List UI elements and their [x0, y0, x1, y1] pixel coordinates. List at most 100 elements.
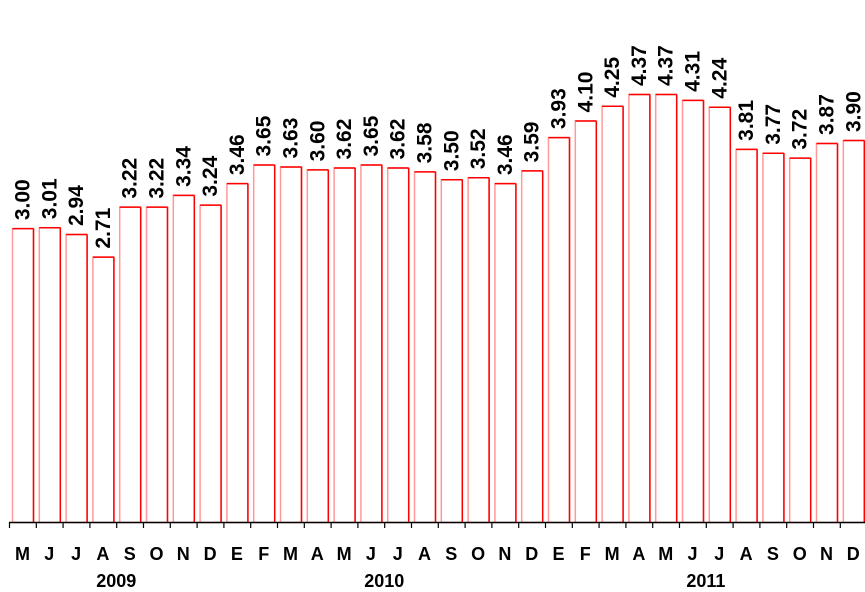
bar-value-label: 3.60 — [306, 121, 329, 162]
year-label: 2010 — [364, 571, 404, 591]
bar — [842, 139, 865, 524]
bar-outline — [11, 227, 35, 524]
bar-outline — [735, 148, 758, 524]
month-tick-label: J — [393, 544, 403, 564]
bar-outline — [654, 93, 678, 524]
month-tick-label: M — [15, 544, 30, 564]
bar-outline — [842, 139, 865, 524]
month-tick-label: F — [258, 544, 269, 564]
month-tick-label: A — [632, 544, 645, 564]
bar-value-label: 3.62 — [333, 119, 356, 160]
bar-outline — [520, 170, 544, 524]
bar-value-label: 3.59 — [521, 122, 544, 163]
bar-outline — [386, 167, 410, 524]
month-tick-label: A — [418, 544, 431, 564]
bar — [440, 178, 464, 524]
month-tick-label: E — [552, 544, 564, 564]
month-tick-label: D — [525, 544, 538, 564]
bar-outline — [333, 167, 356, 524]
bar-outline — [762, 152, 785, 524]
bar — [413, 171, 437, 524]
month-tick-label: E — [231, 544, 243, 564]
bar-value-label: 3.50 — [440, 130, 463, 171]
month-tick-label: A — [740, 544, 753, 564]
bar — [279, 166, 303, 524]
bar-outline — [92, 256, 115, 524]
month-tick-label: A — [96, 544, 109, 564]
bar-outline — [440, 178, 464, 524]
month-tick-label: S — [124, 544, 136, 564]
bar-value-label: 3.52 — [467, 128, 490, 169]
bar-value-label: 3.63 — [280, 118, 303, 159]
year-label: 2009 — [96, 571, 136, 591]
value-labels-layer: 3.00 3.01 2.942.713.22 3.22 3.34 3.243.46 3.65… — [12, 45, 865, 248]
month-tick-label: J — [366, 544, 376, 564]
month-tick-label: M — [605, 544, 620, 564]
bar-outline — [467, 176, 490, 524]
year-labels-layer: 2009 2010 2011 — [96, 571, 725, 591]
month-tick-label: N — [498, 544, 511, 564]
bar — [65, 233, 88, 524]
month-tick-label: D — [204, 544, 217, 564]
bar-outline — [172, 194, 196, 524]
month-tick-label: M — [283, 544, 298, 564]
bar-outline — [118, 206, 142, 524]
bar — [226, 182, 249, 524]
bar-outline — [306, 169, 330, 524]
bar — [199, 204, 222, 524]
bar-value-label: 4.25 — [601, 57, 624, 98]
bar-outline — [360, 164, 383, 524]
bar — [788, 157, 812, 524]
bar — [654, 93, 678, 524]
month-tick-label: O — [471, 544, 485, 564]
bar — [38, 226, 62, 524]
bar-outline — [252, 164, 276, 524]
bar — [386, 167, 410, 524]
month-tick-label: D — [847, 544, 860, 564]
bar — [145, 206, 169, 524]
month-tick-label: O — [793, 544, 807, 564]
bar-value-label: 3.81 — [735, 100, 758, 141]
bar-value-label: 3.65 — [360, 115, 383, 156]
bar — [601, 105, 624, 524]
bar-value-label: 3.22 — [146, 158, 169, 199]
bar-value-label: 3.62 — [387, 119, 410, 160]
bar-value-label: 4.31 — [682, 51, 705, 92]
bar-value-label: 3.22 — [119, 158, 142, 199]
bar-value-label: 3.01 — [38, 178, 61, 219]
bar-outline — [815, 142, 839, 524]
bar-outline — [574, 120, 598, 524]
bar-outline — [681, 99, 705, 524]
bar-value-label: 3.77 — [762, 104, 785, 145]
bar — [172, 194, 196, 524]
bar — [681, 99, 705, 524]
bar — [118, 206, 142, 524]
bar-value-label: 3.46 — [494, 134, 517, 175]
month-tick-label: N — [820, 544, 833, 564]
bar-value-label: 3.58 — [414, 122, 437, 163]
bar — [628, 93, 651, 524]
bar-value-label: 2.94 — [65, 185, 88, 226]
bar-value-label: 4.10 — [574, 72, 597, 113]
bar-outline — [494, 182, 517, 524]
bar-value-label: 3.46 — [226, 134, 249, 175]
bar-value-label: 3.34 — [172, 146, 195, 187]
year-label: 2011 — [686, 571, 725, 591]
bar — [520, 170, 544, 524]
bar-value-label: 4.37 — [628, 45, 651, 86]
bar-value-label: 4.37 — [655, 45, 678, 86]
bar — [494, 182, 517, 524]
month-tick-label: S — [767, 544, 779, 564]
bar-outline — [547, 136, 571, 524]
bar — [467, 176, 490, 524]
month-tick-label: O — [149, 544, 163, 564]
bar-outline — [413, 171, 437, 524]
bar-outline — [38, 226, 62, 524]
bar-outline — [279, 166, 303, 524]
bar — [333, 167, 356, 524]
month-tick-label: M — [337, 544, 352, 564]
bar-outline — [145, 206, 169, 524]
bar — [92, 256, 115, 524]
